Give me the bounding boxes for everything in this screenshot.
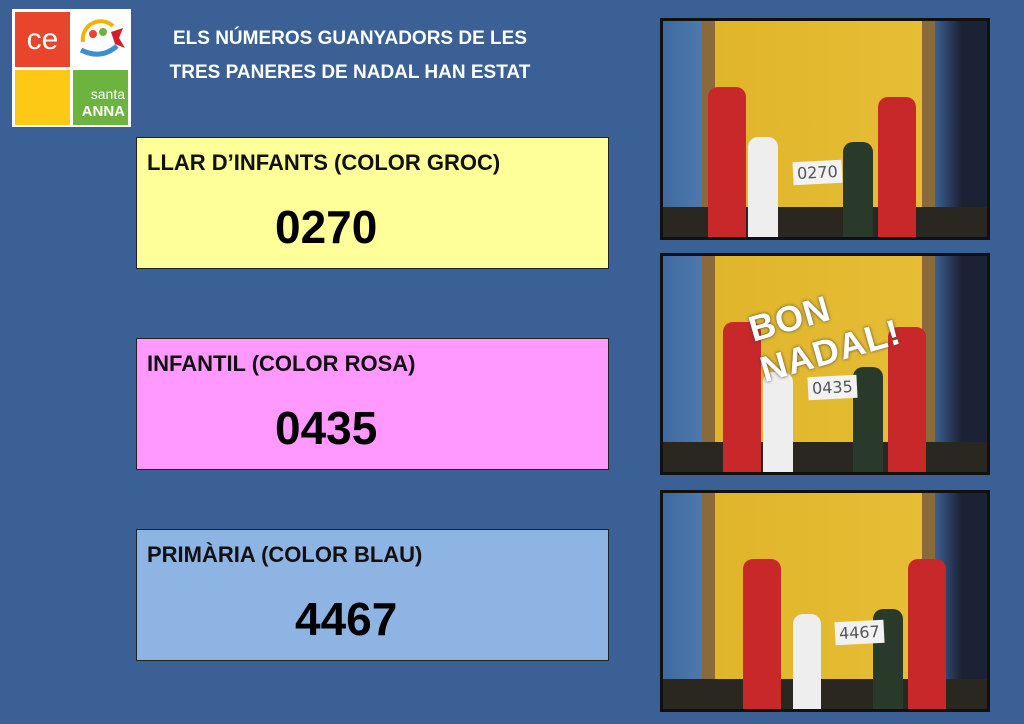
winner-number: 4467 [295,593,398,645]
winner-box-llar-infants: LLAR D’INFANTS (COLOR GROC) 0270 [136,137,609,269]
logo-emblem-icon [73,12,128,67]
winner-label: LLAR D’INFANTS (COLOR GROC) [147,150,501,175]
winner-label: INFANTIL (COLOR ROSA) [147,351,416,376]
logo-santa-anna: santa ANNA [73,70,128,125]
winner-box-primaria: PRIMÀRIA (COLOR BLAU) 4467 [136,529,609,661]
photo-sign: 4467 [834,619,885,646]
photo-llar-infants: 0270 [660,18,990,240]
photo-primaria: 4467 [660,490,990,712]
logo-text-santa: santa [90,86,125,102]
photo-infantil: 0435 BON NADAL! [660,253,990,475]
winner-number: 0435 [275,402,378,454]
photo-sign: 0270 [792,159,843,186]
heading-line-1: ELS NÚMEROS GUANYADORS DE LES [172,28,527,49]
heading-line-2: TRES PANERES DE NADAL HAN ESTAT [169,62,531,83]
logo-yellow-square [15,70,70,125]
winner-label: PRIMÀRIA (COLOR BLAU) [147,542,423,567]
logo-ce: ce [15,12,70,67]
winner-box-infantil: INFANTIL (COLOR ROSA) 0435 [136,338,609,470]
photo-sign: 0435 [807,374,858,401]
school-logo: ce santa ANNA [12,9,131,127]
winner-number: 0270 [275,201,378,253]
logo-text-anna: ANNA [81,103,125,120]
page-heading: ELS NÚMEROS GUANYADORS DE LES TRES PANER… [145,22,555,90]
